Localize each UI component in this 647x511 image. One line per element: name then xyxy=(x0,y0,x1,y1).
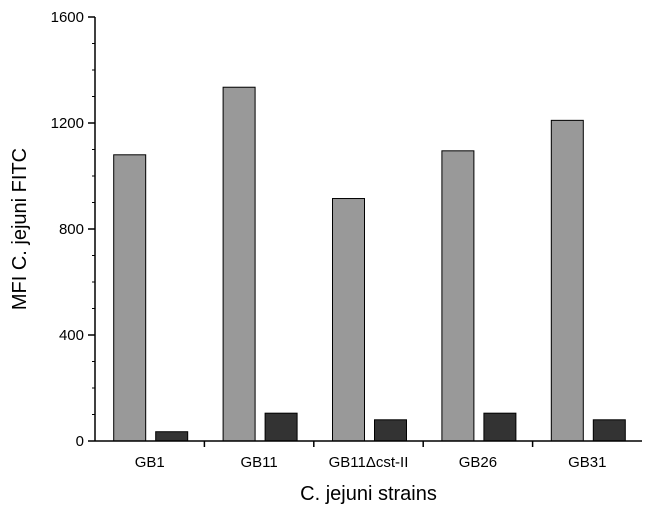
x-tick-labels: GB1 GB11 GB11Δcst-II GB26 GB31 xyxy=(135,454,607,471)
y-tick-labels: 0 400 800 1200 1600 xyxy=(51,9,84,450)
bar xyxy=(592,419,626,442)
bar xyxy=(264,412,298,442)
x-tick-label: GB31 xyxy=(568,454,606,471)
bar xyxy=(550,119,584,442)
bar xyxy=(155,431,189,442)
bar xyxy=(113,154,147,442)
x-axis-title: C. jejuni strains xyxy=(300,483,437,505)
y-tick-label: 800 xyxy=(59,221,84,238)
bars xyxy=(113,86,626,442)
x-tick-label: GB26 xyxy=(459,454,497,471)
x-ticks xyxy=(203,441,534,447)
y-tick-label: 1200 xyxy=(51,115,84,132)
bar xyxy=(222,86,256,442)
y-tick-label: 1600 xyxy=(51,9,84,26)
bar xyxy=(332,198,365,442)
y-major-ticks xyxy=(88,16,95,442)
y-axis-title: MFI C. jejuni FITC xyxy=(9,148,31,310)
bar xyxy=(441,150,475,442)
x-tick-label: GB11 xyxy=(240,454,277,471)
y-tick-label: 400 xyxy=(59,327,84,344)
bar xyxy=(374,419,407,442)
y-tick-label: 0 xyxy=(76,433,84,450)
x-tick-label: GB1 xyxy=(135,454,165,471)
x-tick-label: GB11Δcst-II xyxy=(329,454,409,471)
bar xyxy=(483,412,517,442)
